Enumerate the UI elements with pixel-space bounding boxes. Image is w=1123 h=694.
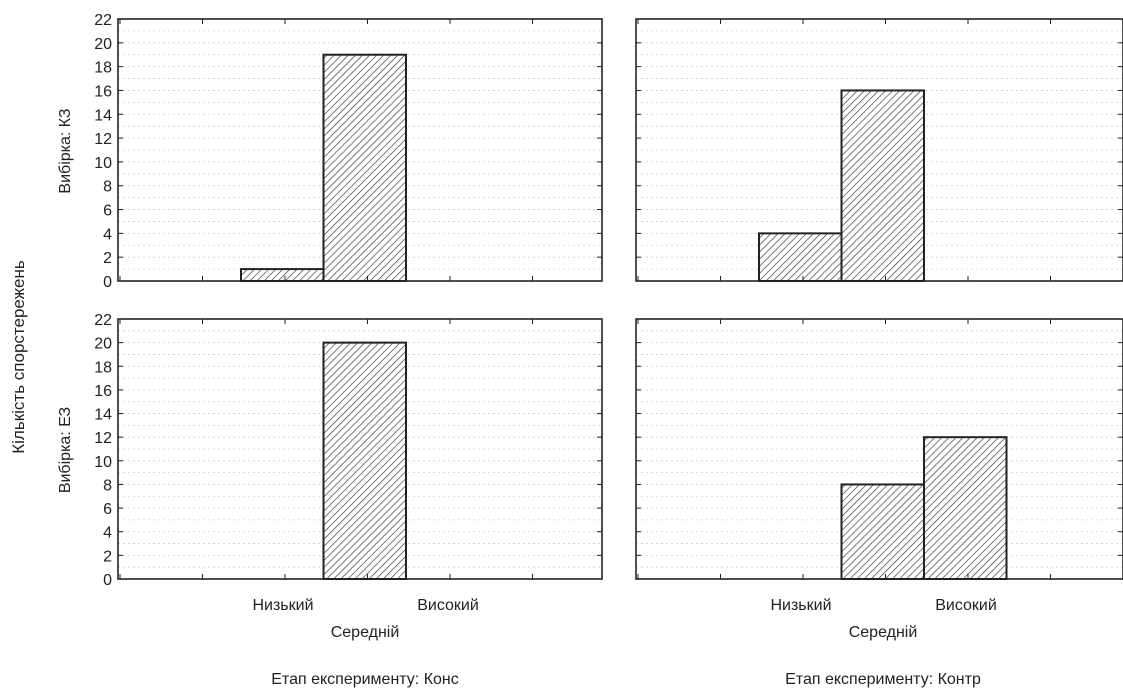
y-tick-label: 18: [94, 60, 112, 77]
x-tick-label-high-right: Високий: [935, 597, 997, 614]
y-tick-label: 2: [103, 250, 112, 267]
bar-Низький: [758, 232, 843, 282]
y-tick-label: 2: [103, 548, 112, 565]
y-tick-label: 22: [94, 312, 112, 329]
panel-ez-kontr: [635, 318, 1123, 581]
bar-Середній: [840, 483, 925, 581]
y-axis-label: Кількість спорстережень: [9, 260, 28, 454]
y-tick-label: 16: [94, 83, 112, 100]
panel-kz-kontr: [635, 18, 1123, 282]
y-tick-label: 8: [103, 179, 112, 196]
column-label-left: Етап експерименту: Конс: [271, 671, 459, 688]
row-label-bottom: Вибірка: ЕЗ: [57, 407, 74, 493]
y-tick-label: 16: [94, 383, 112, 400]
y-tick-label: 18: [94, 359, 112, 376]
panel-ez-kons: 0 2 4 6 8 10 12 14 16 18 20 22: [94, 312, 603, 589]
y-tick-label: 22: [94, 12, 112, 29]
bar-Середній: [322, 53, 407, 282]
y-tick-label: 20: [94, 336, 112, 353]
panel-frame: [117, 318, 603, 580]
y-tick-label: 8: [103, 477, 112, 494]
x-tick-label-low-right: Низький: [770, 597, 831, 614]
x-tick-label-mid-left: Середній: [331, 624, 400, 641]
bar-Середній: [840, 89, 925, 282]
y-tick-label: 20: [94, 36, 112, 53]
y-tick-label: 0: [103, 274, 112, 291]
bar-Низький: [240, 268, 325, 283]
y-tick-label: 6: [103, 501, 112, 518]
x-tick-label-high-left: Високий: [417, 597, 479, 614]
bar-Середній: [322, 341, 407, 580]
column-label-right: Етап експерименту: Контр: [785, 671, 981, 688]
y-tick-label: 10: [94, 454, 112, 471]
panel-frame: [117, 18, 603, 282]
row-label-top: Вибірка: КЗ: [57, 108, 74, 193]
panel-frame: [635, 18, 1123, 282]
y-tick-label: 4: [103, 525, 112, 542]
y-tick-label: 14: [94, 107, 112, 124]
y-tick-label: 10: [94, 155, 112, 172]
y-tick-label: 4: [103, 226, 112, 243]
y-tick-label: 14: [94, 407, 112, 424]
x-tick-label-mid-right: Середній: [849, 624, 918, 641]
y-tick-label: 12: [94, 131, 112, 148]
y-tick-label: 6: [103, 203, 112, 220]
y-tick-label: 12: [94, 430, 112, 447]
panel-kz-kons: 0 2 4 6 8 10 12 14 16 18 20 22: [94, 12, 603, 291]
bar-Високий: [923, 436, 1008, 580]
x-tick-label-low-left: Низький: [252, 597, 313, 614]
panel-frame: [635, 318, 1123, 580]
y-tick-label: 0: [103, 572, 112, 589]
